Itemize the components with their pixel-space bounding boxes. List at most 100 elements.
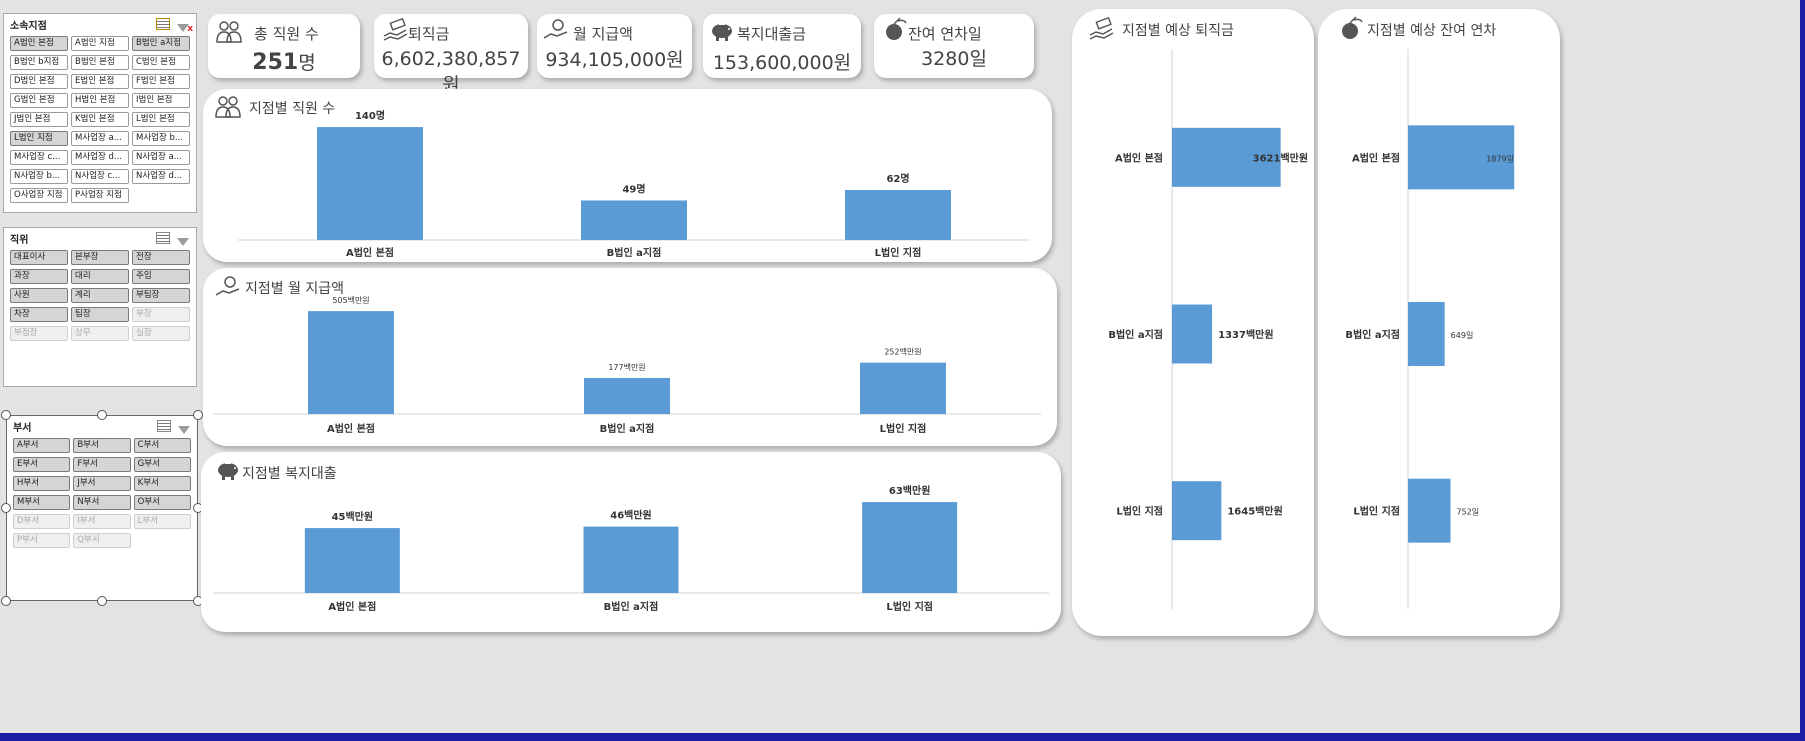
category-label: A법인 본점 bbox=[346, 246, 394, 259]
position-slicer-item[interactable]: 전장 bbox=[132, 250, 190, 265]
clear-filter-icon[interactable] bbox=[176, 232, 190, 246]
category-label: B법인 a지점 bbox=[1345, 328, 1400, 341]
branch-slicer-item[interactable]: M사업장 a... bbox=[71, 131, 129, 146]
branch-slicer-item[interactable]: H법인 본점 bbox=[71, 93, 129, 108]
bar bbox=[1408, 125, 1515, 190]
position-slicer-header: 직위 bbox=[4, 228, 196, 248]
branch-slicer-item[interactable]: C법인 본점 bbox=[132, 55, 190, 70]
department-slicer-item[interactable]: D부서 bbox=[13, 514, 71, 529]
department-slicer-item[interactable]: J부서 bbox=[73, 476, 131, 491]
position-slicer-item[interactable]: 차장 bbox=[10, 307, 68, 322]
position-slicer-item[interactable]: 팀장 bbox=[71, 307, 129, 322]
clear-filter-icon[interactable] bbox=[176, 18, 193, 34]
bar bbox=[308, 311, 394, 414]
department-slicer-item[interactable]: M부서 bbox=[13, 495, 71, 510]
branch-slicer-item[interactable]: G법인 본점 bbox=[10, 93, 68, 108]
branch-slicer-item[interactable]: K법인 본점 bbox=[71, 112, 129, 127]
department-slicer-item[interactable]: Q부서 bbox=[73, 533, 131, 548]
position-slicer-item[interactable]: 실장 bbox=[132, 326, 190, 341]
branch-slicer-item[interactable]: J법인 본점 bbox=[10, 112, 68, 127]
branch-slicer-item[interactable]: B법인 본점 bbox=[71, 55, 129, 70]
data-label: 752일 bbox=[1457, 508, 1480, 517]
bar bbox=[1172, 127, 1281, 187]
data-label: 1645백만원 bbox=[1227, 505, 1282, 518]
kpi-employees-title: 총 직원 수 bbox=[254, 25, 319, 43]
branch-slicer-item[interactable]: L법인 본점 bbox=[132, 112, 190, 127]
data-label: 62명 bbox=[886, 172, 909, 185]
multi-select-icon[interactable] bbox=[156, 18, 170, 30]
department-slicer[interactable]: 부서 A부서 B부서 C부서 E부서 F부서 G부서 H부서 J부서 K부서 M부서 N부서 O부서 D… bbox=[6, 415, 198, 601]
branch-slicer-item[interactable]: E법인 본점 bbox=[71, 74, 129, 89]
position-slicer-item[interactable]: 대리 bbox=[71, 269, 129, 284]
severance-bar-chart: A법인 본점 3621백만원 B법인 a지점 1337백만원 L법인 지점 1645백만원 bbox=[1108, 49, 1308, 609]
piggy-bank-icon bbox=[218, 462, 238, 480]
branch-slicer-item[interactable]: N사업장 a... bbox=[132, 150, 190, 165]
branch-slicer-item[interactable]: B법인 b지점 bbox=[10, 55, 68, 70]
department-slicer-item[interactable]: A부서 bbox=[13, 438, 71, 453]
panel-severance-title: 지점별 예상 퇴직금 bbox=[1122, 23, 1234, 39]
department-slicer-title: 부서 bbox=[13, 422, 32, 434]
branch-slicer-item[interactable]: M사업장 c... bbox=[10, 150, 68, 165]
department-slicer-item[interactable]: H부서 bbox=[13, 476, 71, 491]
branch-slicer-item[interactable]: N사업장 b... bbox=[10, 169, 68, 184]
department-slicer-item[interactable]: O부서 bbox=[133, 495, 191, 510]
position-slicer-item[interactable]: 사원 bbox=[10, 288, 68, 303]
multi-select-icon[interactable] bbox=[156, 232, 170, 244]
department-slicer-item[interactable]: F부서 bbox=[73, 457, 131, 472]
kpi-leave-card: 잔여 연차일 3280일 bbox=[874, 14, 1034, 78]
department-slicer-item[interactable]: I부서 bbox=[73, 514, 131, 529]
branch-slicer-item[interactable]: M사업장 d... bbox=[71, 150, 129, 165]
department-slicer-item[interactable]: N부서 bbox=[73, 495, 131, 510]
resize-handle[interactable] bbox=[1, 410, 11, 420]
position-slicer-item[interactable]: 주임 bbox=[132, 269, 190, 284]
kpi-loan-title: 복지대출금 bbox=[737, 25, 807, 43]
position-slicer-item[interactable]: 본부장 bbox=[71, 250, 129, 265]
branch-slicer-item[interactable]: A법인 본점 bbox=[10, 36, 68, 51]
branch-slicer-item[interactable]: O사업장 지점 bbox=[10, 188, 68, 203]
department-slicer-item[interactable]: E부서 bbox=[13, 457, 71, 472]
department-slicer-item[interactable]: B부서 bbox=[73, 438, 131, 453]
department-slicer-item[interactable]: C부서 bbox=[133, 438, 191, 453]
resize-handle[interactable] bbox=[97, 410, 107, 420]
department-slicer-item[interactable]: G부서 bbox=[133, 457, 191, 472]
department-slicer-item[interactable]: L부서 bbox=[133, 514, 191, 529]
bar bbox=[1172, 304, 1213, 364]
position-slicer-item[interactable]: 부점장 bbox=[10, 326, 68, 341]
resize-handle[interactable] bbox=[97, 596, 107, 606]
kpi-leave-value: 3280일 bbox=[874, 44, 1034, 71]
branch-slicer-item[interactable]: A법인 지점 bbox=[71, 36, 129, 51]
position-slicer-item[interactable]: 과장 bbox=[10, 269, 68, 284]
resize-handle[interactable] bbox=[1, 503, 11, 513]
department-slicer-item[interactable]: P부서 bbox=[13, 533, 71, 548]
multi-select-icon[interactable] bbox=[157, 420, 171, 432]
position-slicer-item[interactable]: 부팀장 bbox=[132, 288, 190, 303]
kpi-payroll-title: 월 지급액 bbox=[573, 25, 633, 43]
category-label: A법인 본점 bbox=[1115, 151, 1163, 164]
position-slicer-item[interactable]: 부장 bbox=[132, 307, 190, 322]
bar bbox=[1408, 478, 1451, 543]
panel-payroll-title: 지점별 월 지급액 bbox=[245, 281, 345, 297]
branch-slicer-item[interactable]: M사업장 b... bbox=[132, 131, 190, 146]
clear-filter-icon[interactable] bbox=[177, 420, 191, 434]
kpi-employees-number: 251 bbox=[252, 50, 299, 75]
branch-slicer-item[interactable]: I법인 본점 bbox=[132, 93, 190, 108]
payroll-bar-chart: 505백만원 A법인 본점 177백만원 B법인 a지점 252백만원 L법인 지점 bbox=[213, 295, 1041, 435]
branch-slicer-item[interactable]: N사업장 c... bbox=[71, 169, 129, 184]
kpi-employees-value: 251명 bbox=[208, 48, 360, 75]
department-slicer-item[interactable]: K부서 bbox=[133, 476, 191, 491]
resize-handle[interactable] bbox=[1, 596, 11, 606]
branch-slicer-item[interactable]: N사업장 d... bbox=[132, 169, 190, 184]
branch-slicer-item[interactable]: L법인 지점 bbox=[10, 131, 68, 146]
category-label: L법인 지점 bbox=[1116, 505, 1163, 518]
resize-handle[interactable] bbox=[193, 410, 203, 420]
position-slicer-item[interactable]: 계리 bbox=[71, 288, 129, 303]
branch-slicer-item[interactable]: B법인 a지점 bbox=[132, 36, 190, 51]
position-slicer-item[interactable]: 상무 bbox=[71, 326, 129, 341]
bar bbox=[583, 526, 679, 593]
position-slicer-item[interactable]: 대표이사 bbox=[10, 250, 68, 265]
branch-slicer-item[interactable]: D법인 본점 bbox=[10, 74, 68, 89]
branch-slicer-item[interactable]: P사업장 지점 bbox=[71, 188, 129, 203]
branch-slicer-item[interactable]: F법인 본점 bbox=[132, 74, 190, 89]
